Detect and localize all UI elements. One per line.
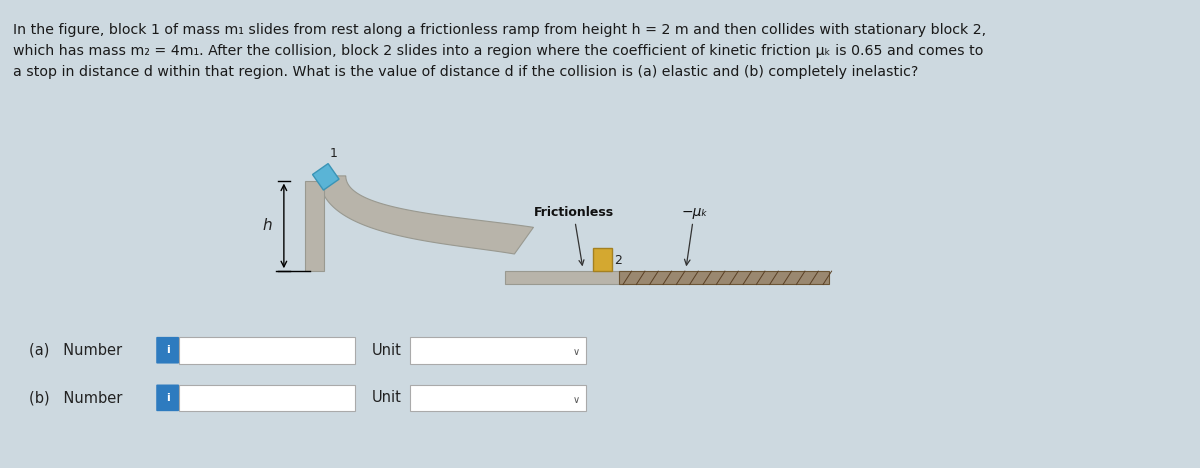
- Bar: [505, 271, 629, 285]
- Text: 2: 2: [614, 254, 623, 267]
- Text: Unit: Unit: [372, 343, 401, 358]
- Bar: [179, 337, 355, 364]
- FancyBboxPatch shape: [156, 385, 179, 411]
- Text: which has mass m₂ = 4m₁. After the collision, block 2 slides into a region where: which has mass m₂ = 4m₁. After the colli…: [13, 44, 984, 58]
- Bar: [409, 385, 586, 411]
- Text: i: i: [166, 345, 169, 355]
- Text: (a)   Number: (a) Number: [29, 343, 121, 358]
- Text: ∨: ∨: [572, 347, 580, 357]
- Polygon shape: [319, 176, 534, 254]
- Text: ∨: ∨: [572, 395, 580, 405]
- Bar: [409, 337, 586, 364]
- Text: Frictionless: Frictionless: [534, 206, 613, 265]
- Text: i: i: [166, 393, 169, 403]
- Bar: [312, 164, 340, 190]
- Text: (b)   Number: (b) Number: [29, 390, 122, 405]
- Bar: [305, 181, 324, 271]
- Text: In the figure, block 1 of mass m₁ slides from rest along a frictionless ramp fro: In the figure, block 1 of mass m₁ slides…: [13, 23, 986, 37]
- Text: h: h: [263, 219, 272, 234]
- Bar: [593, 249, 612, 271]
- Text: a stop in distance d within that region. What is the value of distance d if the : a stop in distance d within that region.…: [13, 66, 919, 80]
- Text: −μₖ: −μₖ: [682, 205, 708, 265]
- Text: 1: 1: [330, 146, 337, 160]
- Bar: [619, 271, 829, 285]
- Text: Unit: Unit: [372, 390, 401, 405]
- FancyBboxPatch shape: [156, 337, 179, 364]
- Bar: [179, 385, 355, 411]
